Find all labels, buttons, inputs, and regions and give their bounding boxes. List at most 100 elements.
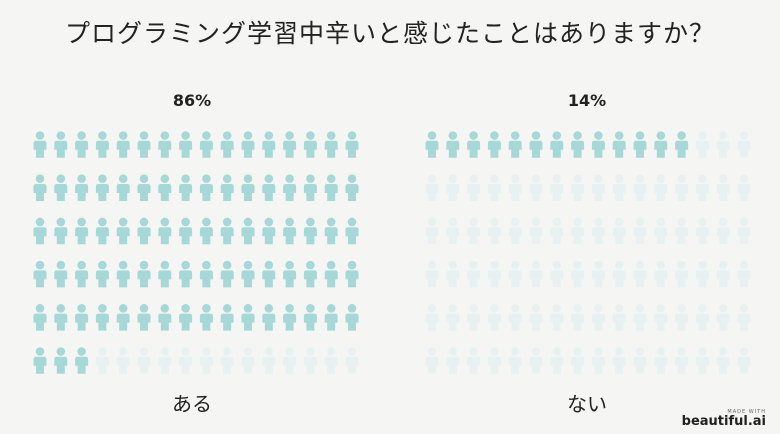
person-icon-aru-empty	[220, 347, 234, 374]
person-icon-aru-empty	[345, 347, 359, 374]
person-icon-nai-empty	[487, 304, 501, 331]
person-icon-aru-filled	[303, 304, 317, 331]
person-icon-nai-filled	[487, 131, 501, 158]
person-icon-aru-filled	[33, 304, 47, 331]
person-icon-aru-filled	[158, 217, 172, 245]
person-icon-nai-empty	[591, 174, 605, 201]
person-icon-aru-empty	[95, 347, 109, 374]
person-icon-nai-filled	[446, 131, 460, 158]
person-icon-aru-filled	[33, 174, 47, 201]
person-icon-nai-empty	[654, 347, 668, 374]
person-icon-nai-empty	[467, 347, 481, 374]
person-icon-aru-filled	[324, 131, 338, 158]
person-icon-aru-filled	[199, 260, 213, 288]
person-icon-nai-empty	[467, 304, 481, 331]
person-icon-nai-empty	[654, 217, 668, 245]
person-icon-aru-filled	[199, 304, 213, 331]
person-icon-aru-filled	[220, 217, 234, 245]
person-icon-aru-filled	[54, 347, 68, 374]
person-icon-nai-empty	[425, 304, 439, 331]
person-icon-aru-filled	[241, 174, 255, 201]
person-icon-nai-empty	[446, 304, 460, 331]
person-icon-nai-empty	[550, 347, 564, 374]
person-icon-nai-empty	[737, 131, 751, 158]
person-icon-nai-empty	[425, 260, 439, 288]
person-icon-nai-empty	[716, 347, 730, 374]
person-icon-nai-empty	[487, 260, 501, 288]
person-icon-nai-empty	[695, 174, 709, 201]
person-icon-nai-filled	[675, 131, 689, 158]
person-icon-aru-filled	[137, 217, 151, 245]
person-icon-nai-empty	[571, 304, 585, 331]
person-icon-aru-filled	[220, 131, 234, 158]
person-icon-aru-filled	[75, 174, 89, 201]
person-icon-aru-filled	[262, 217, 276, 245]
person-icon-aru-filled	[116, 174, 130, 201]
person-icon-aru-filled	[33, 260, 47, 288]
person-icon-nai-filled	[508, 131, 522, 158]
person-icon-aru-filled	[283, 260, 297, 288]
person-icon-aru-filled	[345, 217, 359, 245]
person-icon-aru-filled	[116, 131, 130, 158]
person-icon-aru-filled	[220, 304, 234, 331]
person-icon-nai-empty	[716, 217, 730, 245]
person-icon-aru-filled	[303, 260, 317, 288]
person-icon-nai-empty	[446, 174, 460, 201]
person-icon-nai-empty	[467, 174, 481, 201]
person-icon-aru-filled	[220, 174, 234, 201]
person-icon-aru-filled	[241, 131, 255, 158]
person-icon-nai-filled	[550, 131, 564, 158]
person-icon-aru-filled	[345, 304, 359, 331]
person-icon-aru-filled	[324, 174, 338, 201]
percent-label-aru: 86%	[172, 91, 212, 110]
person-icon-aru-filled	[303, 174, 317, 201]
person-icon-nai-empty	[508, 217, 522, 245]
person-icon-nai-empty	[425, 217, 439, 245]
person-icon-aru-filled	[199, 174, 213, 201]
person-icon-nai-empty	[467, 260, 481, 288]
person-icon-nai-empty	[675, 347, 689, 374]
person-icon-aru-empty	[158, 347, 172, 374]
person-icon-aru-filled	[75, 304, 89, 331]
person-icon-nai-empty	[591, 304, 605, 331]
person-icon-nai-empty	[425, 347, 439, 374]
person-icon-aru-empty	[137, 347, 151, 374]
person-icon-aru-empty	[262, 347, 276, 374]
person-icon-nai-empty	[612, 304, 626, 331]
person-icon-nai-empty	[508, 304, 522, 331]
person-icon-aru-filled	[33, 217, 47, 245]
person-icon-aru-filled	[283, 131, 297, 158]
person-icon-nai-empty	[737, 304, 751, 331]
made-with-label: MADE WITH	[727, 409, 766, 415]
person-icon-aru-filled	[137, 260, 151, 288]
person-icon-nai-filled	[591, 131, 605, 158]
person-icon-aru-filled	[54, 304, 68, 331]
person-icon-aru-filled	[158, 260, 172, 288]
person-icon-nai-empty	[446, 347, 460, 374]
person-icon-aru-filled	[283, 304, 297, 331]
person-icon-aru-filled	[158, 304, 172, 331]
person-icon-nai-filled	[633, 131, 647, 158]
person-icon-aru-filled	[199, 131, 213, 158]
brand-name: beautiful.ai	[681, 414, 766, 429]
person-icon-aru-filled	[137, 131, 151, 158]
person-icon-nai-empty	[654, 260, 668, 288]
person-icon-nai-empty	[571, 260, 585, 288]
person-icon-nai-empty	[612, 347, 626, 374]
person-icon-aru-filled	[179, 131, 193, 158]
person-icon-aru-filled	[199, 217, 213, 245]
person-icon-nai-empty	[446, 260, 460, 288]
person-icon-aru-filled	[158, 131, 172, 158]
person-icon-nai-filled	[654, 131, 668, 158]
person-icon-nai-empty	[737, 260, 751, 288]
person-icon-aru-empty	[199, 347, 213, 374]
person-icon-aru-filled	[262, 304, 276, 331]
person-icon-nai-filled	[529, 131, 543, 158]
person-icon-nai-empty	[716, 260, 730, 288]
person-icon-aru-empty	[241, 347, 255, 374]
person-icon-aru-filled	[116, 304, 130, 331]
person-icon-nai-empty	[695, 304, 709, 331]
person-icon-aru-empty	[324, 347, 338, 374]
person-icon-aru-filled	[95, 131, 109, 158]
person-icon-aru-filled	[137, 174, 151, 201]
